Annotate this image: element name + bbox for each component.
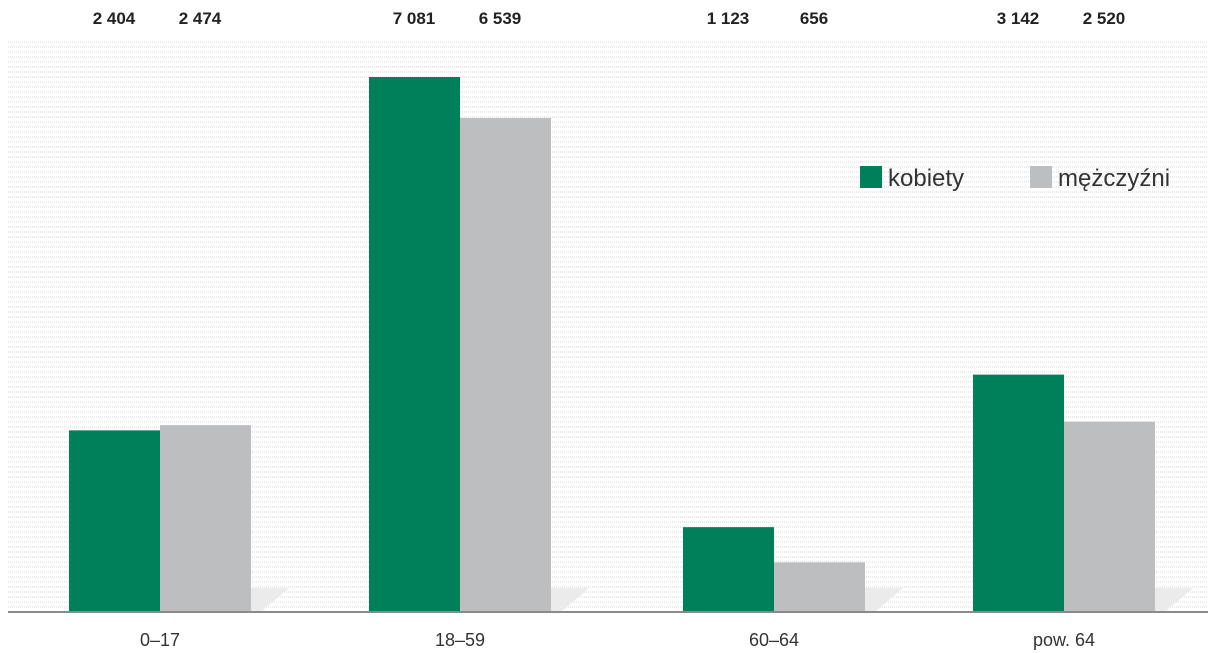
legend-label-mezczyzni: mężczyźni — [1058, 165, 1170, 192]
legend-swatch-kobiety — [860, 166, 882, 188]
bar-kobiety — [369, 77, 460, 612]
bar-kobiety — [683, 527, 774, 612]
bar-shadow — [251, 588, 289, 612]
value-label-mezczyzni: 2 520 — [1083, 9, 1126, 28]
bar-shadow — [865, 588, 903, 612]
bar-mezczyzni — [774, 562, 865, 612]
x-tick-label: 18–59 — [435, 630, 485, 650]
value-label-mezczyzni: 656 — [800, 9, 828, 28]
bar-shadow — [551, 588, 589, 612]
legend-swatch-mezczyzni — [1030, 166, 1052, 188]
bar-kobiety — [973, 374, 1064, 612]
x-tick-label: pow. 64 — [1033, 630, 1095, 650]
x-tick-label: 0–17 — [140, 630, 180, 650]
bar-shadows — [251, 588, 1193, 612]
x-tick-label: 60–64 — [749, 630, 799, 650]
value-label-kobiety: 3 142 — [997, 9, 1040, 28]
bars — [69, 77, 1155, 612]
legend-label-kobiety: kobiety — [888, 165, 964, 192]
x-tick-labels: 0–17 18–59 60–64 pow. 64 — [140, 630, 1095, 650]
legend: kobiety mężczyźni — [860, 165, 1170, 192]
value-label-kobiety: 2 404 — [93, 9, 136, 28]
value-label-mezczyzni: 2 474 — [179, 9, 222, 28]
bar-mezczyzni — [1064, 421, 1155, 612]
bar-mezczyzni — [160, 425, 251, 612]
value-labels: 2 404 2 474 7 081 6 539 1 123 656 3 142 2 520 — [93, 9, 1126, 28]
value-label-kobiety: 1 123 — [707, 9, 750, 28]
value-label-kobiety: 7 081 — [393, 9, 436, 28]
bar-shadow — [1155, 588, 1193, 612]
bar-kobiety — [69, 430, 160, 612]
value-label-mezczyzni: 6 539 — [479, 9, 522, 28]
bar-mezczyzni — [460, 117, 551, 612]
